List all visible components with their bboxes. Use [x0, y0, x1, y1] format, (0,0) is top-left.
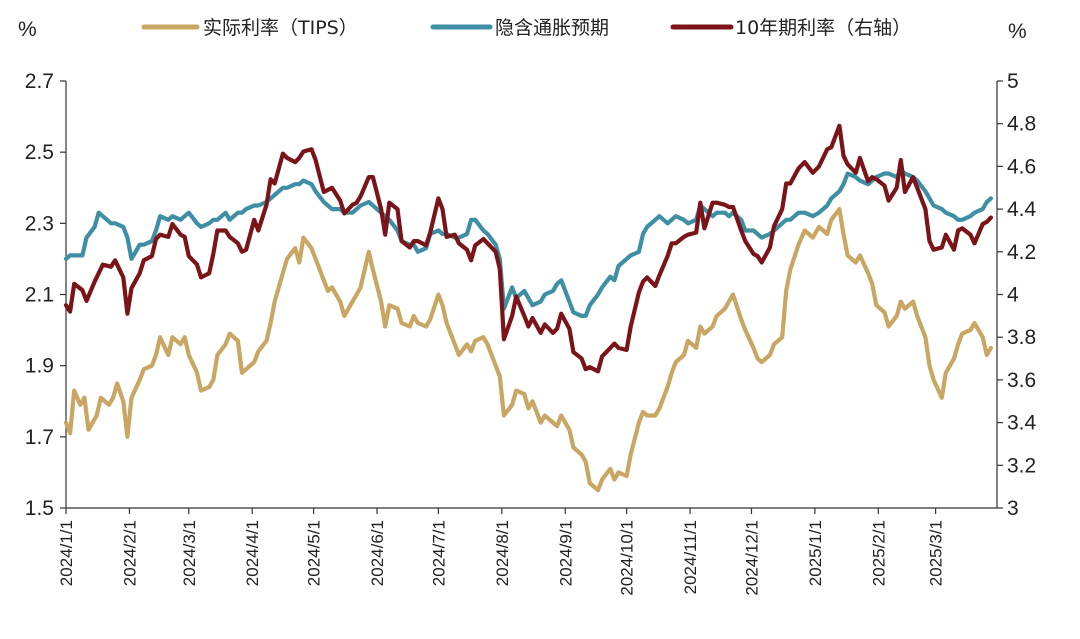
x-tick-label: 2024/9/1 — [556, 520, 575, 586]
left-axis-unit: % — [18, 18, 37, 41]
series-lines — [63, 123, 993, 493]
x-tick-label: 2025/1/1 — [806, 520, 825, 586]
series-line-breakeven-inflation — [63, 167, 993, 318]
legend: 实际利率（TIPS） 隐含通胀预期 10年期利率（右轴） — [141, 17, 911, 39]
x-axis-ticks: 2024/1/1 2024/2/1 2024/3/1 2024/4/1 2024/5/1… — [57, 508, 946, 596]
x-tick-label: 2024/4/1 — [243, 520, 262, 586]
x-tick-label: 2024/8/1 — [493, 520, 512, 586]
x-tick-label: 2024/2/1 — [120, 520, 139, 586]
x-tick-label: 2025/2/1 — [869, 520, 888, 586]
left-y-tick-label: 1.7 — [25, 426, 54, 449]
right-y-tick-label: 4.8 — [1007, 113, 1036, 136]
series-line-tips — [63, 207, 993, 493]
right-y-tick-label: 3.2 — [1007, 454, 1036, 477]
right-y-tick-label: 3.4 — [1007, 412, 1037, 435]
right-y-tick-label: 4.4 — [1007, 198, 1037, 221]
series-line-10y-yield — [63, 123, 993, 374]
right-y-tick-label: 4.2 — [1007, 241, 1036, 264]
right-y-axis-ticks: 3 3.2 3.4 3.6 3.8 4 4.2 4.4 4.6 4.8 5 — [997, 70, 1037, 520]
right-y-tick-label: 4 — [1007, 284, 1019, 307]
right-y-tick-label: 5 — [1007, 70, 1019, 93]
left-y-axis-ticks: 1.5 1.7 1.9 2.1 2.3 2.5 2.7 — [25, 70, 66, 520]
left-y-tick-label: 2.7 — [25, 70, 54, 93]
right-y-tick-label: 4.6 — [1007, 155, 1036, 178]
legend-item-10y-yield: 10年期利率（右轴） — [670, 17, 911, 39]
legend-item-tips: 实际利率（TIPS） — [141, 17, 358, 39]
x-tick-label: 2025/3/1 — [927, 520, 946, 586]
x-tick-label: 2024/1/1 — [57, 520, 76, 586]
left-y-tick-label: 1.5 — [25, 497, 54, 520]
x-tick-label: 2024/11/1 — [681, 520, 700, 594]
left-y-tick-label: 2.5 — [25, 141, 54, 164]
x-tick-label: 2024/10/1 — [618, 520, 637, 596]
right-axis-unit: % — [1008, 20, 1027, 43]
right-y-tick-label: 3 — [1007, 497, 1019, 520]
left-y-tick-label: 1.9 — [25, 355, 54, 378]
legend-label-tips: 实际利率（TIPS） — [203, 17, 358, 39]
legend-label-10y-yield: 10年期利率（右轴） — [735, 17, 911, 39]
legend-item-breakeven-inflation: 隐含通胀预期 — [430, 17, 609, 39]
right-y-tick-label: 3.8 — [1007, 326, 1036, 349]
x-tick-label: 2024/6/1 — [368, 520, 387, 586]
legend-label-breakeven-inflation: 隐含通胀预期 — [495, 17, 609, 39]
x-tick-label: 2024/3/1 — [180, 520, 199, 586]
x-tick-label: 2024/12/1 — [742, 520, 761, 596]
left-y-tick-label: 2.3 — [25, 212, 54, 235]
x-tick-label: 2024/5/1 — [305, 520, 324, 586]
x-tick-label: 2024/7/1 — [429, 520, 448, 586]
axes — [65, 81, 998, 509]
left-y-tick-label: 2.1 — [25, 284, 54, 307]
right-y-tick-label: 3.6 — [1007, 369, 1036, 392]
